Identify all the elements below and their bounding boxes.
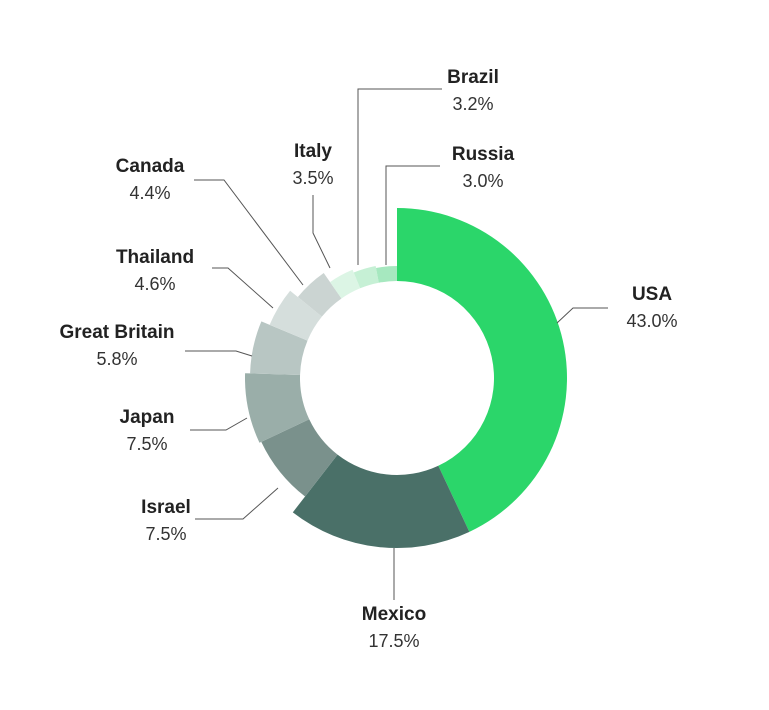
slice-value-label: 5.8%	[96, 349, 137, 369]
donut-slice	[353, 266, 379, 289]
slice-value-label: 4.4%	[129, 183, 170, 203]
slice-value-label: 17.5%	[368, 631, 419, 651]
leader-line	[185, 350, 253, 357]
leader-line	[312, 195, 331, 269]
slice-label: Brazil	[447, 67, 499, 88]
donut-slice	[330, 269, 361, 299]
donut-slice	[245, 373, 310, 443]
leader-line	[556, 307, 608, 324]
slice-value-label: 3.5%	[292, 168, 333, 188]
leader-line	[190, 417, 248, 431]
donut-slice	[261, 419, 338, 497]
slice-value-label: 7.5%	[145, 524, 186, 544]
slice-label: Canada	[116, 156, 185, 177]
donut-slice	[250, 321, 308, 375]
slice-label: Italy	[294, 141, 332, 162]
slice-value-label: 3.2%	[452, 94, 493, 114]
leader-line	[385, 165, 440, 265]
leader-line	[357, 88, 442, 265]
slice-value-label: 7.5%	[126, 434, 167, 454]
slice-label: Russia	[452, 144, 515, 165]
donut-slice	[297, 273, 342, 317]
leader-line	[212, 267, 274, 309]
donut-slice	[397, 208, 568, 532]
slice-label: Great Britain	[59, 322, 174, 343]
slice-value-label: 3.0%	[462, 171, 503, 191]
donut-slice	[292, 454, 470, 548]
slice-value-label: 4.6%	[134, 274, 175, 294]
leader-line	[194, 179, 304, 286]
donut-slice	[269, 290, 322, 341]
slice-label: Thailand	[116, 247, 194, 268]
slice-label: Japan	[120, 407, 175, 428]
slice-value-label: 43.0%	[626, 311, 677, 331]
leader-line	[195, 487, 279, 520]
slice-label: Mexico	[362, 604, 426, 625]
slice-label: Israel	[141, 497, 191, 518]
slice-label: USA	[632, 284, 672, 305]
donut-slice	[376, 266, 397, 283]
